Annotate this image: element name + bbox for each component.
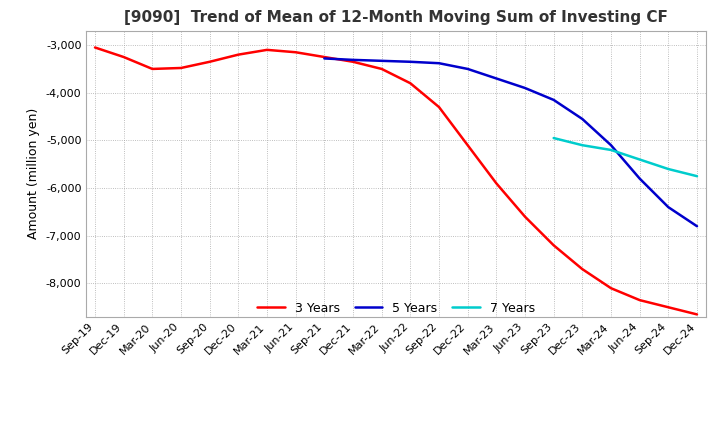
Line: 5 Years: 5 Years (324, 59, 697, 226)
3 Years (348, 59, 357, 64)
5 Years (377, 58, 386, 63)
7 Years (693, 173, 701, 179)
3 Years (578, 267, 587, 272)
3 Years (521, 214, 529, 220)
Line: 7 Years: 7 Years (554, 138, 697, 176)
3 Years (635, 297, 644, 303)
5 Years (549, 97, 558, 103)
3 Years (693, 312, 701, 317)
3 Years (263, 47, 271, 52)
7 Years (635, 157, 644, 162)
3 Years (492, 181, 500, 186)
7 Years (607, 147, 616, 153)
5 Years (492, 76, 500, 81)
3 Years (464, 143, 472, 148)
5 Years (578, 116, 587, 121)
Y-axis label: Amount (million yen): Amount (million yen) (27, 108, 40, 239)
7 Years (578, 143, 587, 148)
3 Years (664, 304, 672, 310)
3 Years (435, 104, 444, 110)
Title: [9090]  Trend of Mean of 12-Month Moving Sum of Investing CF: [9090] Trend of Mean of 12-Month Moving … (124, 11, 668, 26)
3 Years (234, 52, 243, 57)
5 Years (635, 176, 644, 181)
5 Years (348, 57, 357, 62)
5 Years (664, 205, 672, 210)
3 Years (406, 81, 415, 86)
3 Years (205, 59, 214, 64)
3 Years (91, 45, 99, 50)
3 Years (176, 65, 185, 70)
Line: 3 Years: 3 Years (95, 48, 697, 315)
5 Years (406, 59, 415, 64)
5 Years (320, 56, 328, 61)
5 Years (521, 85, 529, 91)
5 Years (435, 61, 444, 66)
3 Years (607, 286, 616, 291)
3 Years (320, 55, 328, 60)
5 Years (607, 143, 616, 148)
5 Years (464, 66, 472, 72)
3 Years (148, 66, 157, 72)
3 Years (549, 242, 558, 248)
Legend: 3 Years, 5 Years, 7 Years: 3 Years, 5 Years, 7 Years (252, 297, 540, 319)
3 Years (292, 50, 300, 55)
7 Years (664, 166, 672, 172)
7 Years (549, 136, 558, 141)
5 Years (693, 224, 701, 229)
3 Years (377, 66, 386, 72)
3 Years (120, 55, 128, 60)
